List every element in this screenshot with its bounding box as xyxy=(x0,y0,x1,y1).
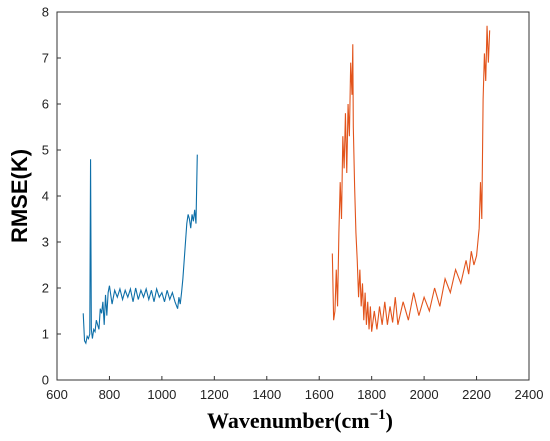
series-line-2 xyxy=(331,25,491,332)
y-tick-label: 3 xyxy=(42,235,49,250)
plot-frame xyxy=(56,11,530,381)
y-tick-label: 7 xyxy=(42,51,49,66)
y-axis-label: RMSE(K) xyxy=(7,149,32,243)
series-layer xyxy=(82,25,491,345)
x-tick-label: 1200 xyxy=(200,387,229,402)
y-axis-ticks: 0 1 2 3 4 5 6 7 8 xyxy=(42,5,61,388)
y-tick-label: 1 xyxy=(42,327,49,342)
x-axis-ticks: 600 800 1000 1200 1400 1600 1800 2000 2200 2400 xyxy=(46,376,543,402)
x-tick-label: 800 xyxy=(99,387,121,402)
y-tick-label: 0 xyxy=(42,373,49,388)
y-tick-label: 5 xyxy=(42,143,49,158)
x-tick-label: 1000 xyxy=(147,387,176,402)
x-axis-label-main: Wavenumber(cm xyxy=(207,408,370,433)
x-tick-label: 1400 xyxy=(252,387,281,402)
x-axis-label: Wavenumber(cm−1) xyxy=(207,407,393,433)
series-line-1 xyxy=(82,154,198,345)
x-tick-label: 2200 xyxy=(462,387,491,402)
y-tick-label: 8 xyxy=(42,5,49,20)
plot-area xyxy=(56,11,530,381)
x-tick-label: 1800 xyxy=(357,387,386,402)
y-tick-label: 2 xyxy=(42,281,49,296)
x-axis-label-superscript: −1 xyxy=(370,407,386,423)
x-axis-label-close: ) xyxy=(386,408,393,433)
x-tick-label: 2000 xyxy=(410,387,439,402)
x-tick-label: 1600 xyxy=(305,387,334,402)
y-tick-label: 4 xyxy=(42,189,49,204)
x-tick-label: 2400 xyxy=(515,387,544,402)
y-tick-label: 6 xyxy=(42,97,49,112)
x-tick-label: 600 xyxy=(46,387,68,402)
